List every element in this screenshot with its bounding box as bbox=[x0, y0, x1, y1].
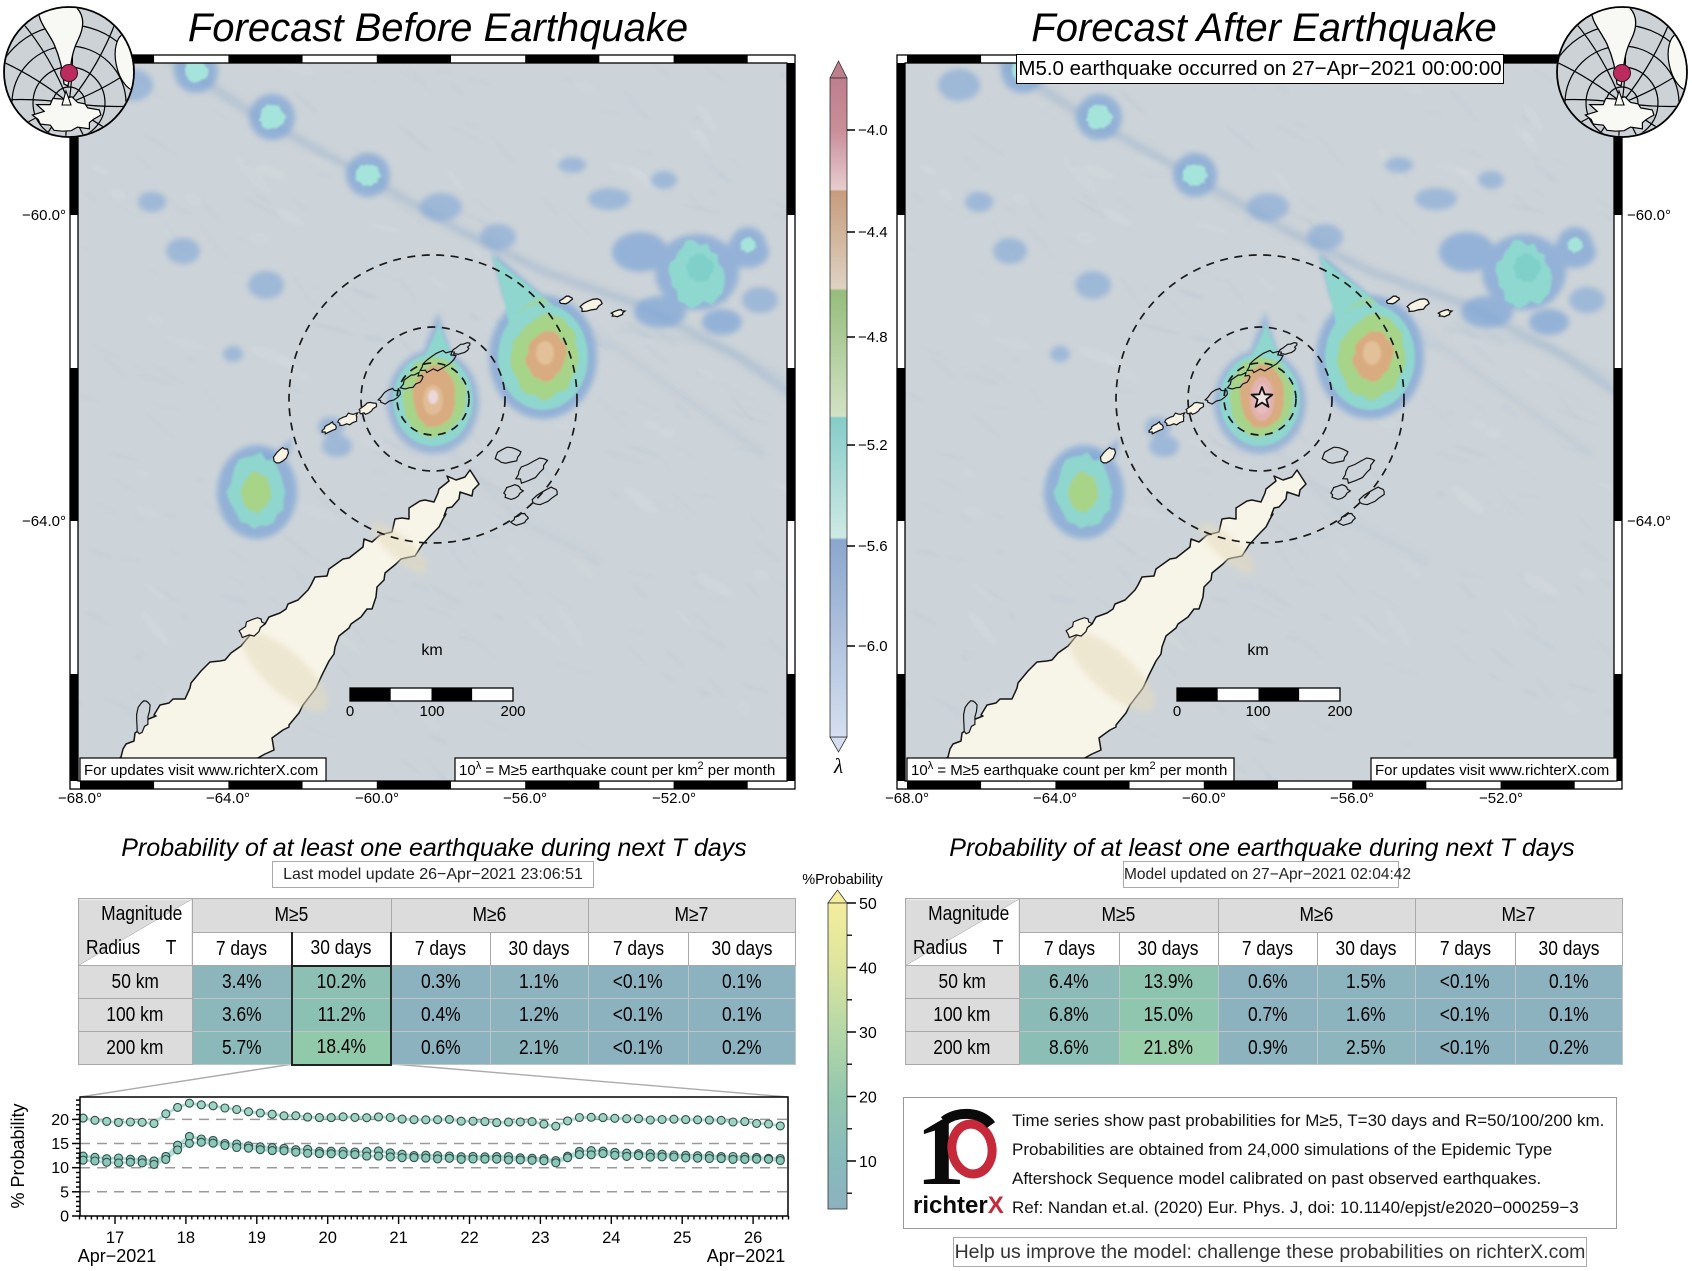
svg-text:100: 100 bbox=[1245, 703, 1270, 720]
svg-text:10: 10 bbox=[859, 1154, 877, 1171]
svg-text:20: 20 bbox=[319, 1229, 337, 1247]
svg-text:−60.0°: −60.0° bbox=[355, 790, 399, 807]
svg-text:10λ = M≥5 earthquake count per: 10λ = M≥5 earthquake count per km2 per m… bbox=[459, 760, 775, 779]
svg-text:26: 26 bbox=[744, 1229, 762, 1247]
svg-text:% Probability: % Probability bbox=[8, 1103, 28, 1208]
svg-text:−52.0°: −52.0° bbox=[1479, 790, 1523, 807]
svg-text:25: 25 bbox=[673, 1229, 691, 1247]
svg-text:40: 40 bbox=[859, 961, 877, 978]
svg-text:−56.0°: −56.0° bbox=[1330, 790, 1374, 807]
svg-text:−5.2: −5.2 bbox=[858, 437, 888, 454]
svg-text:−64.0°: −64.0° bbox=[1627, 513, 1671, 530]
svg-text:21: 21 bbox=[389, 1229, 407, 1247]
svg-text:−68.0°: −68.0° bbox=[885, 790, 929, 807]
svg-text:−4.8: −4.8 bbox=[858, 329, 888, 346]
svg-text:−64.0°: −64.0° bbox=[22, 513, 66, 530]
svg-text:20: 20 bbox=[51, 1112, 69, 1129]
svg-text:20: 20 bbox=[859, 1090, 877, 1107]
svg-text:−68.0°: −68.0° bbox=[58, 790, 102, 807]
svg-text:17: 17 bbox=[106, 1229, 124, 1247]
svg-text:−4.0: −4.0 bbox=[858, 122, 888, 139]
svg-text:−64.0°: −64.0° bbox=[1033, 790, 1077, 807]
svg-text:−6.0: −6.0 bbox=[858, 638, 888, 655]
svg-text:10: 10 bbox=[51, 1160, 69, 1177]
svg-text:30: 30 bbox=[859, 1025, 877, 1042]
svg-text:−52.0°: −52.0° bbox=[652, 790, 696, 807]
svg-text:200: 200 bbox=[500, 703, 525, 720]
svg-text:−60.0°: −60.0° bbox=[22, 207, 66, 224]
svg-text:−60.0°: −60.0° bbox=[1182, 790, 1226, 807]
svg-text:24: 24 bbox=[602, 1229, 620, 1247]
svg-text:−5.6: −5.6 bbox=[858, 538, 888, 555]
svg-text:%Probability: %Probability bbox=[802, 872, 883, 888]
svg-text:200: 200 bbox=[1327, 703, 1352, 720]
svg-text:23: 23 bbox=[531, 1229, 549, 1247]
svg-text:0: 0 bbox=[60, 1209, 69, 1226]
svg-text:km: km bbox=[1247, 642, 1268, 659]
svg-text:−64.0°: −64.0° bbox=[206, 790, 250, 807]
svg-text:100: 100 bbox=[419, 703, 444, 720]
svg-text:0: 0 bbox=[346, 703, 354, 720]
svg-text:Apr−2021: Apr−2021 bbox=[78, 1246, 157, 1266]
svg-text:19: 19 bbox=[248, 1229, 266, 1247]
svg-text:0: 0 bbox=[1173, 703, 1181, 720]
svg-text:15: 15 bbox=[51, 1136, 69, 1153]
svg-text:Apr−2021: Apr−2021 bbox=[707, 1246, 786, 1266]
svg-text:50: 50 bbox=[859, 896, 877, 913]
svg-text:−60.0°: −60.0° bbox=[1627, 207, 1671, 224]
svg-text:5: 5 bbox=[60, 1184, 69, 1201]
svg-text:For updates visit www.richterX: For updates visit www.richterX.com bbox=[1375, 762, 1609, 779]
svg-text:km: km bbox=[421, 642, 442, 659]
svg-text:−4.4: −4.4 bbox=[858, 224, 888, 241]
svg-text:18: 18 bbox=[177, 1229, 195, 1247]
svg-text:10λ = M≥5 earthquake count per: 10λ = M≥5 earthquake count per km2 per m… bbox=[911, 760, 1227, 779]
svg-text:For updates visit www.richterX: For updates visit www.richterX.com bbox=[84, 762, 318, 779]
svg-text:22: 22 bbox=[460, 1229, 478, 1247]
svg-text:λ: λ bbox=[833, 754, 843, 778]
svg-text:−56.0°: −56.0° bbox=[503, 790, 547, 807]
